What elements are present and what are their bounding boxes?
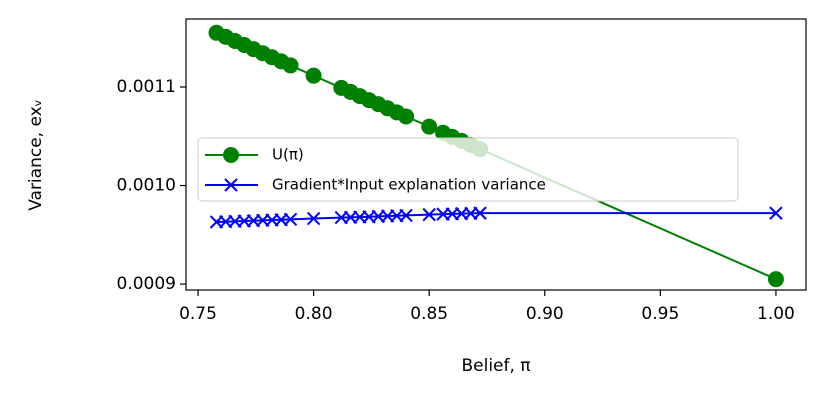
y-axis-label: Variance, exᵥ [26, 99, 46, 211]
y-tick-label: 0.0011 [117, 77, 176, 97]
legend: U(π) Gradient*Input explanation variance [197, 137, 739, 202]
marker [224, 178, 238, 192]
series-line [216, 212, 776, 224]
marker [422, 207, 436, 222]
marker [398, 108, 415, 125]
x-tick-label: 0.75 [179, 304, 217, 324]
y-tick-label: 0.0010 [117, 176, 176, 196]
x-tick-label: 0.80 [295, 304, 333, 324]
x-tick-label: 0.90 [526, 304, 564, 324]
marker [223, 147, 239, 163]
legend-label: U(π) [272, 146, 304, 164]
x-tick-label: 0.85 [410, 304, 448, 324]
legend-box [197, 137, 739, 202]
marker [767, 271, 784, 288]
marker [282, 57, 299, 74]
y-tick-label: 0.0009 [117, 274, 176, 294]
marker [769, 206, 783, 220]
x-axis-label: Belief, π [461, 356, 530, 376]
x-tick-label: 1.00 [757, 304, 795, 324]
x-tick-label: 0.95 [641, 304, 679, 324]
legend-label: Gradient*Input explanation variance [272, 176, 546, 194]
marker [283, 212, 298, 227]
marker [473, 206, 487, 220]
marker [399, 208, 413, 223]
plot-frame [185, 18, 807, 291]
marker [305, 67, 322, 84]
marker [421, 118, 438, 135]
marker [306, 211, 321, 226]
